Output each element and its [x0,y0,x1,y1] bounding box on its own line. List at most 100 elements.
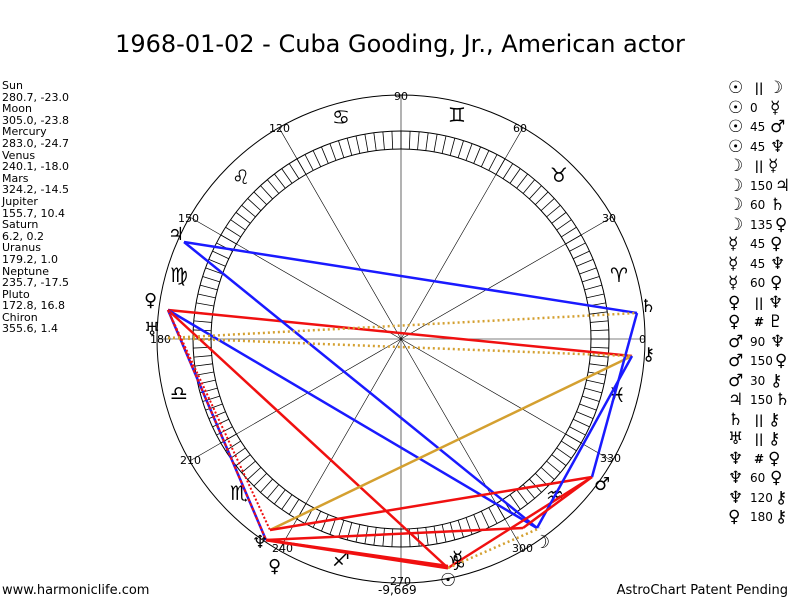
degree-tick [579,267,597,275]
degree-tick [586,379,605,385]
mercury-icon: ☿ [452,548,463,569]
aspect-planet-1-icon: ♂ [728,331,744,352]
virgo-icon: ♍ [170,263,188,287]
aspect-row: ☽ || ☿ [728,156,797,176]
aspect-type: 150 [750,393,773,407]
aspect-type: 45 [750,139,766,154]
planet-name: Uranus [2,241,41,255]
gemini-icon: ♊ [448,103,466,127]
planet-values: 235.7, -17.5 [2,276,69,290]
degree-tick [247,198,262,211]
degree-tick [569,426,586,436]
planet-values: 179.2, 1.0 [2,252,58,266]
planet-name: Neptune [2,264,50,278]
aspect-row: ♀ # ♇ [728,312,797,332]
aspect-line [167,309,267,541]
aspect-line [167,308,633,358]
degree-tick [509,494,521,510]
planet-name: Jupiter [2,194,38,208]
aspect-line [167,308,538,530]
aspect-type: 150 [750,354,773,368]
aspect-line [447,475,593,570]
aspect-planet-2-icon: ♀ [770,468,783,488]
degree-tick [556,219,572,231]
house-spoke [278,127,402,340]
degree-tick [355,135,361,154]
aspect-planet-1-icon: ☽ [728,214,744,235]
angle-label-60: 60 [513,122,527,135]
degree-tick [516,489,528,505]
planet-name: Chiron [2,310,38,324]
degree-tick [573,250,590,260]
aspect-lines [166,240,639,570]
aspect-planet-2-icon: ♀ [774,351,788,371]
degree-tick [535,191,549,205]
degree-tick [556,447,572,459]
house-spoke [400,338,524,551]
degree-tick [202,276,220,283]
degree-tick [253,473,267,487]
aspect-planet-2-icon: ♀ [770,273,783,293]
aspect-type: 120 [750,490,773,505]
degree-tick [382,528,385,547]
aspect-planet-2-icon: ☿ [770,97,781,118]
degree-tick [241,460,256,474]
degree-tick [281,494,293,510]
degree-tick [589,363,608,367]
aspect-row: ♆ 60 ♀ [728,468,797,488]
degree-tick [576,259,594,267]
degree-tick [329,143,337,161]
degree-tick [338,520,345,538]
degree-tick [382,131,385,150]
uranus-icon: ♅ [144,319,160,340]
degree-tick [551,212,567,224]
degree-tick [529,185,542,200]
degree-tick [582,395,600,402]
aspect-row: ♅ || ⚷ [728,429,797,449]
aspect-planet-2-icon: ♇ [768,312,784,332]
angle-label-150: 150 [178,212,199,225]
degree-tick [266,179,280,194]
degree-tick [584,387,603,394]
aspect-planet-1-icon: ♀ [728,292,741,313]
degree-tick [590,320,609,323]
aspect-type: || [754,81,764,95]
angle-label-300: 300 [512,542,533,555]
house-spokes [157,95,645,583]
degree-tick [433,134,438,152]
degree-tick [288,163,300,179]
aspect-planet-1-icon: ♃ [728,390,744,410]
degree-tick [274,173,286,189]
degree-tick [373,132,377,151]
aspect-type: || [754,412,764,427]
degree-tick [225,226,241,238]
footer-website: www.harmoniclife.com [2,583,150,598]
aspect-row: ♃ 150 ♄ [728,390,797,410]
aspect-planet-1-icon: ♀ [728,507,741,527]
degree-tick [194,363,213,367]
aspect-row: ☿ 45 ♀ [728,234,797,254]
degree-tick [582,276,600,283]
planet-values: 172.8, 16.8 [2,299,65,313]
aspect-planet-2-icon: ☽ [768,78,784,98]
aspect-planet-1-icon: ♆ [728,487,744,508]
aspect-type: 60 [750,471,766,485]
degree-tick [266,484,280,499]
degree-tick [193,355,212,358]
aspect-planet-1-icon: ♂ [728,351,744,371]
saturn-icon: ♄ [640,296,656,317]
degree-tick [274,489,286,505]
aspect-line [265,538,449,568]
degree-tick [373,527,377,546]
degree-tick [502,163,514,179]
degree-tick [480,150,490,167]
degree-tick [260,185,273,200]
aspect-planet-2-icon: ♀ [770,234,783,254]
aspect-planet-1-icon: ♄ [728,409,744,430]
aspect-type: 150 [750,178,773,193]
aspect-type: 30 [750,373,766,388]
degree-tick [473,514,481,532]
aspect-row: ♂ 150 ♀ [728,351,797,371]
aspect-planet-2-icon: ♀ [768,448,781,469]
angle-label-30: 30 [602,212,616,225]
